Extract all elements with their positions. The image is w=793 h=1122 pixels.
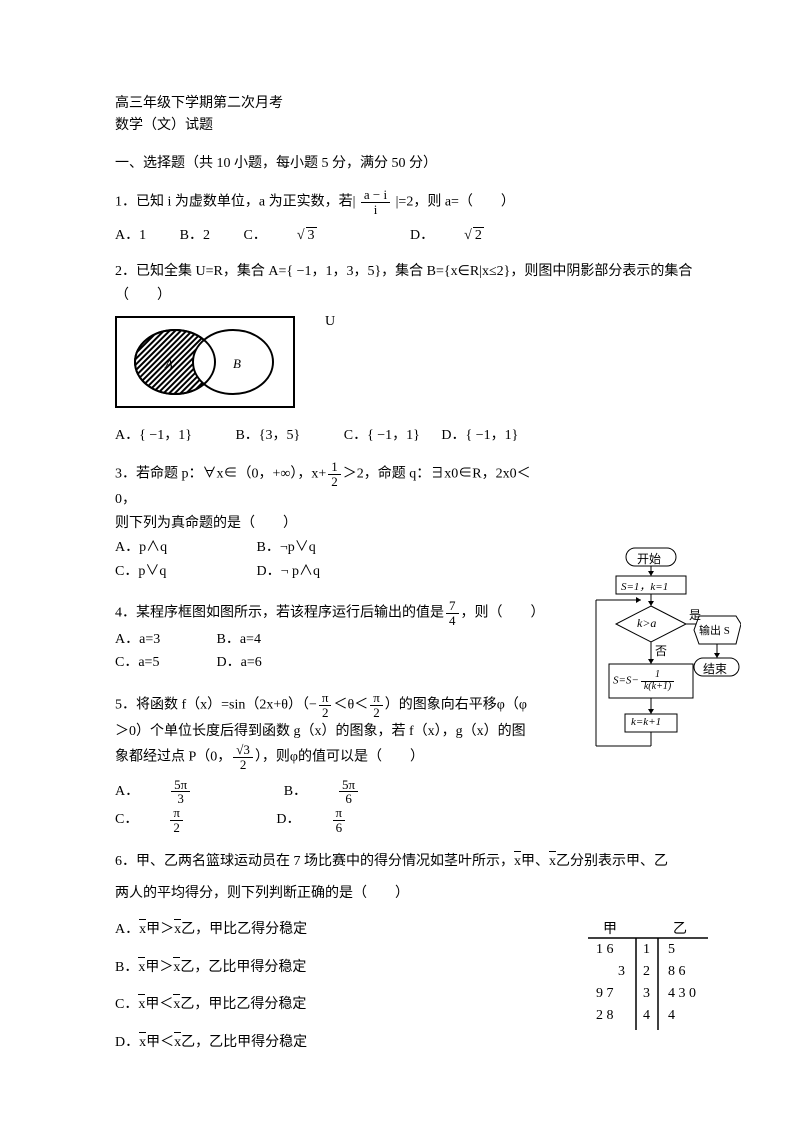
q2-D: D．{ −1，1}: [441, 424, 518, 444]
flow-yes: 是: [689, 606, 701, 623]
q1-text-pre: 1．已知 i 为虚数单位，a 为正实数，若|: [115, 194, 355, 209]
q5-B: B．5π6: [284, 778, 418, 806]
q1-C: C．3: [243, 224, 376, 244]
flow-cond: k>a: [637, 616, 656, 631]
flowchart: 开始 S=1，k=1 k>a 是 否 输出 S 结束 S=S−1k(k+1) k…: [581, 546, 741, 785]
header-l2: 数学（文）试题: [115, 114, 733, 134]
q2-B: B．{3，5}: [235, 424, 300, 444]
q4: 4．某程序框图如图所示，若该程序运行后输出的值是74，则（ ） A．a=3 B．…: [115, 599, 555, 675]
venn-svg: A B: [115, 316, 305, 411]
q2: 2．已知全集 U=R，集合 A={ −1，1，3，5}，集合 B={x∈R|x≤…: [115, 260, 733, 308]
flow-step: S=S−1k(k+1): [613, 670, 676, 692]
flow-no: 否: [655, 642, 667, 659]
venn-diagram: U A B: [115, 316, 733, 416]
q4-C: C．a=5: [115, 651, 195, 675]
flow-start: 开始: [637, 550, 661, 567]
q5-A: A．5π3: [115, 778, 250, 806]
q1-frac: a − i i: [361, 188, 390, 216]
q2-options: A．{ −1，1} B．{3，5} C．{ −1，1} D．{ −1，1}: [115, 424, 733, 444]
q1-text-post: |=2，则 a=（ ）: [396, 194, 515, 209]
q1-B: B．2: [180, 224, 210, 244]
header-l1: 高三年级下学期第二次月考: [115, 92, 733, 112]
section-title: 一、选择题（共 10 小题，每小题 5 分，满分 50 分）: [115, 152, 733, 172]
flow-out: 输出 S: [699, 622, 730, 638]
q1: 1．已知 i 为虚数单位，a 为正实数，若| a − i i |=2，则 a=（…: [115, 188, 733, 216]
flow-init: S=1，k=1: [621, 578, 668, 594]
q1-options: A．1 B．2 C．3 D．2: [115, 224, 733, 244]
flow-end: 结束: [703, 660, 727, 677]
q2-C: C．{ −1，1}: [344, 424, 420, 444]
q3-D: D．¬ p∧q: [257, 560, 321, 584]
q3-B: B．¬p∨q: [257, 536, 316, 560]
q2-A: A．{ −1，1}: [115, 424, 192, 444]
venn-u-label: U: [325, 314, 335, 330]
svg-text:A: A: [164, 356, 173, 371]
q4-A: A．a=3: [115, 628, 195, 652]
svg-text:B: B: [233, 356, 241, 371]
q5-C: C．π2: [115, 806, 243, 834]
q1-A: A．1: [115, 224, 146, 244]
stemleaf: 甲 乙 1 6 1 5 3 2 8 6 9 7 3 4 3 0 2 8 4 4: [558, 918, 728, 1041]
q4-B: B．a=4: [217, 628, 261, 652]
q3-C: C．p∨q: [115, 560, 235, 584]
flow-inc: k=k+1: [631, 716, 661, 728]
q5-D: D．π6: [276, 806, 405, 834]
q5: 5．将函数 f（x）=sin（2x+θ）（−π2＜θ＜π2）的图象向右平移φ（φ…: [115, 691, 575, 834]
q1-D: D．2: [410, 224, 544, 244]
q3-A: A．p∧q: [115, 536, 235, 560]
q4-D: D．a=6: [217, 651, 262, 675]
q3: 3．若命题 p：∀x∈（0，+∞），x+12＞2，命题 q：∃x0∈R，2x0＜…: [115, 460, 535, 583]
